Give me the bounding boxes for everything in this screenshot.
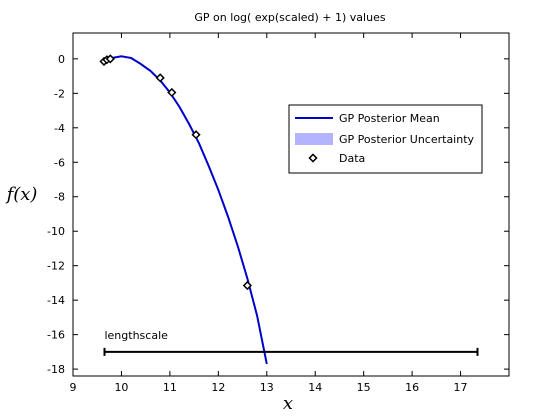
y-tick-label: -18 xyxy=(47,363,65,376)
x-tick-label: 14 xyxy=(308,381,322,394)
data-point xyxy=(242,280,252,291)
lengthscale-label: lengthscale xyxy=(104,329,168,342)
series-layer xyxy=(99,54,268,365)
annotation-layer: lengthscale xyxy=(103,329,479,356)
x-tick-label: 11 xyxy=(163,381,177,394)
y-tick-label: -2 xyxy=(54,87,65,100)
x-tick-label: 16 xyxy=(405,381,419,394)
legend-swatch-data xyxy=(308,153,318,163)
legend-label-data: Data xyxy=(339,152,365,165)
x-tick-label: 9 xyxy=(70,381,77,394)
y-tick-label: 0 xyxy=(58,53,65,66)
x-axis-ticks: 9 10 11 12 13 14 15 16 17 xyxy=(70,33,468,394)
x-tick-label: 17 xyxy=(454,381,468,394)
y-axis-label: f(x) xyxy=(5,184,38,205)
data-point xyxy=(167,87,177,98)
data-point xyxy=(191,130,201,140)
legend-label-uncertainty: GP Posterior Uncertainty xyxy=(339,133,475,146)
x-tick-label: 13 xyxy=(260,381,274,394)
legend-swatch-uncertainty xyxy=(295,133,333,145)
y-axis-ticks: 0 -2 -4 -6 -8 -10 -12 -14 -16 -18 xyxy=(47,53,509,376)
data-point xyxy=(155,73,165,83)
posterior-mean-line xyxy=(101,55,268,365)
y-tick-label: -16 xyxy=(47,329,65,342)
y-tick-label: -6 xyxy=(54,156,65,169)
x-tick-label: 12 xyxy=(211,381,225,394)
x-tick-label: 10 xyxy=(114,381,128,394)
chart-title: GP on log( exp(scaled) + 1) values xyxy=(194,11,385,24)
y-tick-label: -12 xyxy=(47,260,65,273)
legend: GP Posterior Mean GP Posterior Uncertain… xyxy=(288,104,483,174)
x-tick-label: 15 xyxy=(357,381,371,394)
y-tick-label: -10 xyxy=(47,225,65,238)
y-tick-label: -8 xyxy=(54,191,65,204)
data-point xyxy=(105,54,115,64)
legend-label-mean: GP Posterior Mean xyxy=(339,112,440,125)
y-tick-label: -14 xyxy=(47,294,65,307)
y-tick-label: -4 xyxy=(54,122,65,135)
x-axis-label: x xyxy=(283,393,293,414)
plot-area xyxy=(72,32,510,377)
